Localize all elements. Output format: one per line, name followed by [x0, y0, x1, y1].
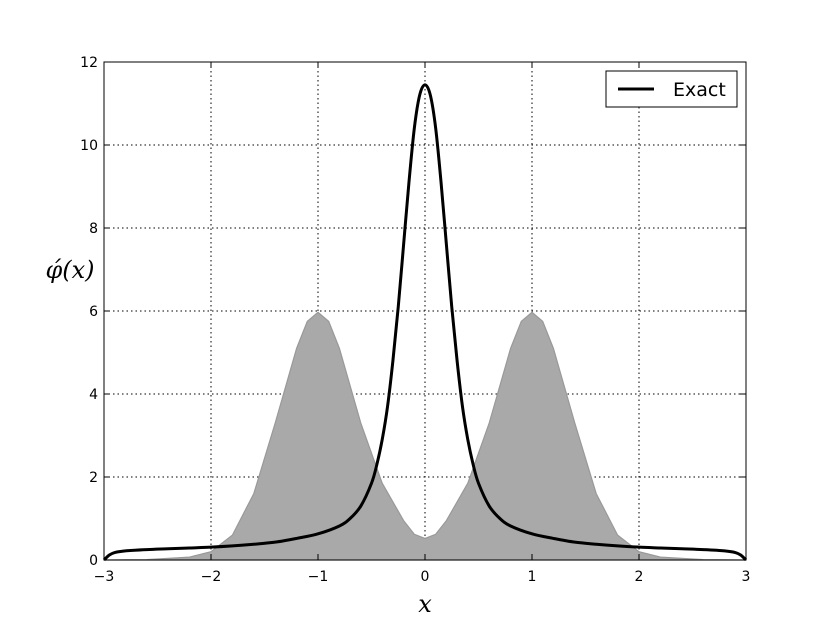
y-tick-label: 2: [89, 470, 98, 486]
x-tick-label: 1: [528, 569, 537, 585]
y-tick-labels: 0 2 4 6 8 10 12: [80, 55, 98, 569]
grid: [104, 62, 746, 560]
y-tick-label: 8: [89, 221, 98, 237]
x-tick-labels: −3 −2 −1 0 1 2 3: [94, 569, 751, 585]
x-tick-label: −3: [94, 569, 115, 585]
shaded-area: [103, 311, 747, 561]
x-tick-label: 2: [635, 569, 644, 585]
y-axis-label: φ́(x): [45, 256, 94, 284]
ticks: [103, 61, 747, 561]
x-tick-label: −1: [308, 569, 329, 585]
y-tick-label: 10: [80, 138, 98, 154]
y-tick-label: 4: [89, 387, 98, 403]
y-tick-label: 0: [89, 553, 98, 569]
x-tick-label: 3: [742, 569, 751, 585]
x-axis-label: x: [418, 590, 432, 618]
series-line-exact: [102, 83, 748, 562]
x-tick-label: −2: [201, 569, 222, 585]
y-tick-label: 6: [89, 304, 98, 320]
x-tick-label: 0: [421, 569, 430, 585]
legend-label-exact: Exact: [673, 79, 726, 101]
y-tick-label: 12: [80, 55, 98, 71]
legend: Exact: [605, 70, 738, 108]
